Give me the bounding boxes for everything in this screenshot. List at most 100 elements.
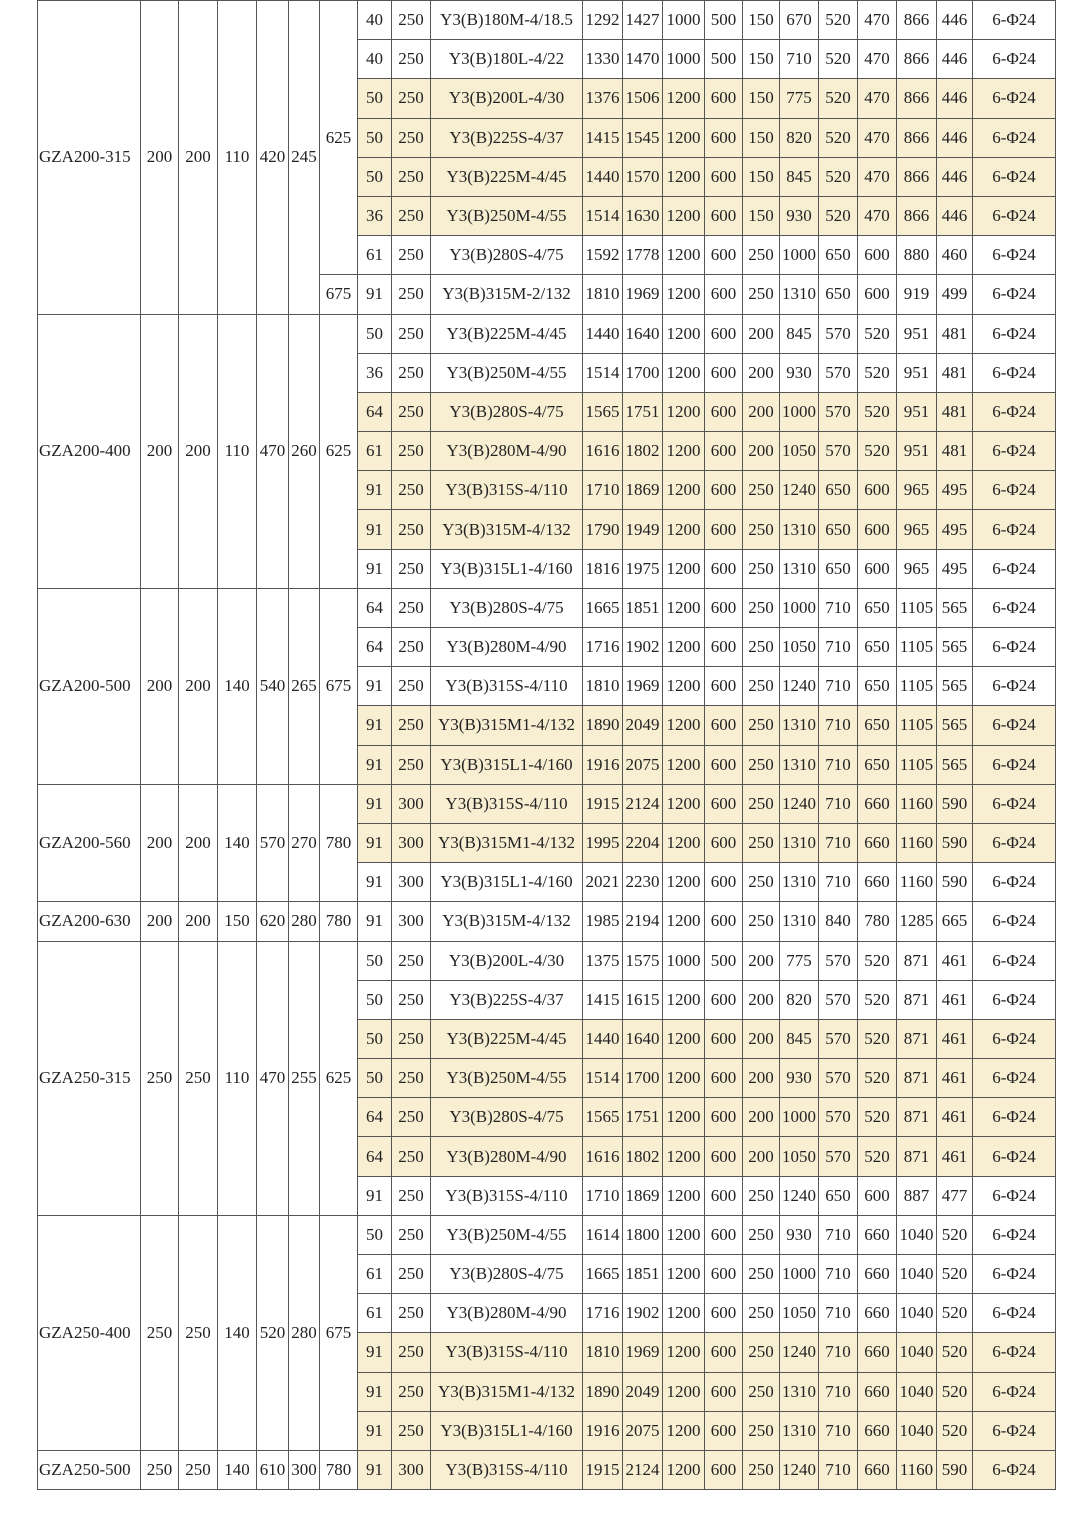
dimension-cell: 250 xyxy=(140,940,179,1216)
value-cell: 710 xyxy=(818,1449,858,1491)
flange-cell: 625 xyxy=(319,940,358,1216)
value-cell: 250 xyxy=(391,1371,431,1412)
value-cell: 50 xyxy=(357,1058,392,1099)
value-cell: 710 xyxy=(818,744,858,785)
value-cell: 461 xyxy=(936,1136,973,1177)
value-cell: 481 xyxy=(936,352,973,393)
value-cell: 1506 xyxy=(622,78,663,119)
motor-model-cell: Y3(B)315L1-4/160 xyxy=(430,862,583,903)
flange-cell: 625 xyxy=(319,313,358,589)
value-cell: 600 xyxy=(704,470,743,511)
motor-model-cell: Y3(B)280M-4/90 xyxy=(430,626,583,668)
value-cell: 650 xyxy=(818,509,858,550)
value-cell: 250 xyxy=(742,1214,780,1256)
table-row: 91 300 Y3(B)315M1-4/132 1995 2204 1200 600 250 1… xyxy=(38,822,1056,864)
bolt-holes-cell: 6-Φ24 xyxy=(972,195,1056,237)
value-cell: 520 xyxy=(857,431,897,472)
value-cell: 50 xyxy=(357,1018,392,1060)
value-cell: 64 xyxy=(357,1097,392,1138)
value-cell: 461 xyxy=(936,1058,973,1099)
value-cell: 2049 xyxy=(622,1371,663,1412)
model-cell: GZA250-315 xyxy=(37,940,141,1216)
bolt-holes-cell: 6-Φ24 xyxy=(972,78,1056,119)
table-row: 64 250 Y3(B)280M-4/90 1716 1902 1200 600 250 105… xyxy=(38,626,1056,668)
value-cell: 866 xyxy=(896,0,937,41)
bolt-holes-cell: 6-Φ24 xyxy=(972,901,1056,942)
value-cell: 1514 xyxy=(582,195,623,237)
value-cell: 520 xyxy=(936,1253,973,1295)
dimension-cell: 250 xyxy=(178,1214,218,1451)
value-cell: 250 xyxy=(742,587,780,629)
value-cell: 930 xyxy=(779,352,819,393)
dimension-cell: 470 xyxy=(256,940,289,1216)
value-cell: 965 xyxy=(896,509,937,550)
dimension-cell: 200 xyxy=(140,0,179,315)
value-cell: 91 xyxy=(357,1332,392,1373)
dimension-cell: 250 xyxy=(140,1449,179,1491)
value-cell: 1240 xyxy=(779,666,819,707)
value-cell: 660 xyxy=(857,822,897,864)
value-cell: 50 xyxy=(357,940,392,981)
value-cell: 250 xyxy=(391,979,431,1020)
value-cell: 520 xyxy=(936,1214,973,1256)
bolt-holes-cell: 6-Φ24 xyxy=(972,822,1056,864)
value-cell: 500 xyxy=(704,0,743,41)
value-cell: 1200 xyxy=(662,117,705,158)
flange-cell: 675 xyxy=(319,1214,358,1451)
bolt-holes-cell: 6-Φ24 xyxy=(972,1058,1056,1099)
value-cell: 1000 xyxy=(779,391,819,433)
value-cell: 250 xyxy=(742,1332,780,1373)
value-cell: 61 xyxy=(357,431,392,472)
value-cell: 300 xyxy=(391,822,431,864)
value-cell: 1790 xyxy=(582,509,623,550)
value-cell: 565 xyxy=(936,626,973,668)
motor-model-cell: Y3(B)315S-4/110 xyxy=(430,1332,583,1373)
value-cell: 2075 xyxy=(622,744,663,785)
value-cell: 600 xyxy=(704,862,743,903)
value-cell: 1105 xyxy=(896,587,937,629)
value-cell: 1415 xyxy=(582,979,623,1020)
value-cell: 50 xyxy=(357,117,392,158)
value-cell: 446 xyxy=(936,78,973,119)
value-cell: 845 xyxy=(779,1018,819,1060)
value-cell: 200 xyxy=(742,1018,780,1060)
value-cell: 570 xyxy=(818,391,858,433)
dimension-cell: 250 xyxy=(178,940,218,1216)
value-cell: 1160 xyxy=(896,1449,937,1491)
value-cell: 250 xyxy=(391,1097,431,1138)
value-cell: 500 xyxy=(704,39,743,80)
value-cell: 446 xyxy=(936,39,973,80)
bolt-holes-cell: 6-Φ24 xyxy=(972,1097,1056,1138)
dimension-cell: 200 xyxy=(178,0,218,315)
value-cell: 1310 xyxy=(779,274,819,315)
value-cell: 1200 xyxy=(662,666,705,707)
value-cell: 1310 xyxy=(779,744,819,785)
value-cell: 1802 xyxy=(622,1136,663,1177)
value-cell: 1514 xyxy=(582,352,623,393)
value-cell: 250 xyxy=(742,1253,780,1295)
table-body: GZA200-315 200 200 110 420 245 625 40 250 Y3(B)18… xyxy=(37,0,1056,1491)
value-cell: 1700 xyxy=(622,1058,663,1099)
value-cell: 477 xyxy=(936,1175,973,1216)
value-cell: 1665 xyxy=(582,1253,623,1295)
value-cell: 2204 xyxy=(622,822,663,864)
value-cell: 91 xyxy=(357,705,392,746)
value-cell: 1985 xyxy=(582,901,623,942)
motor-model-cell: Y3(B)250M-4/55 xyxy=(430,195,583,237)
value-cell: 650 xyxy=(857,626,897,668)
value-cell: 460 xyxy=(936,235,973,276)
dimension-cell: 110 xyxy=(217,940,257,1216)
dimension-cell: 200 xyxy=(178,313,218,589)
value-cell: 520 xyxy=(818,39,858,80)
value-cell: 91 xyxy=(357,666,392,707)
value-cell: 1050 xyxy=(779,431,819,472)
value-cell: 1160 xyxy=(896,822,937,864)
value-cell: 446 xyxy=(936,117,973,158)
motor-model-cell: Y3(B)315L1-4/160 xyxy=(430,1410,583,1451)
motor-model-cell: Y3(B)315M1-4/132 xyxy=(430,1371,583,1412)
value-cell: 1040 xyxy=(896,1293,937,1334)
value-cell: 250 xyxy=(742,666,780,707)
value-cell: 446 xyxy=(936,195,973,237)
motor-model-cell: Y3(B)315S-4/110 xyxy=(430,1175,583,1216)
value-cell: 300 xyxy=(391,862,431,903)
